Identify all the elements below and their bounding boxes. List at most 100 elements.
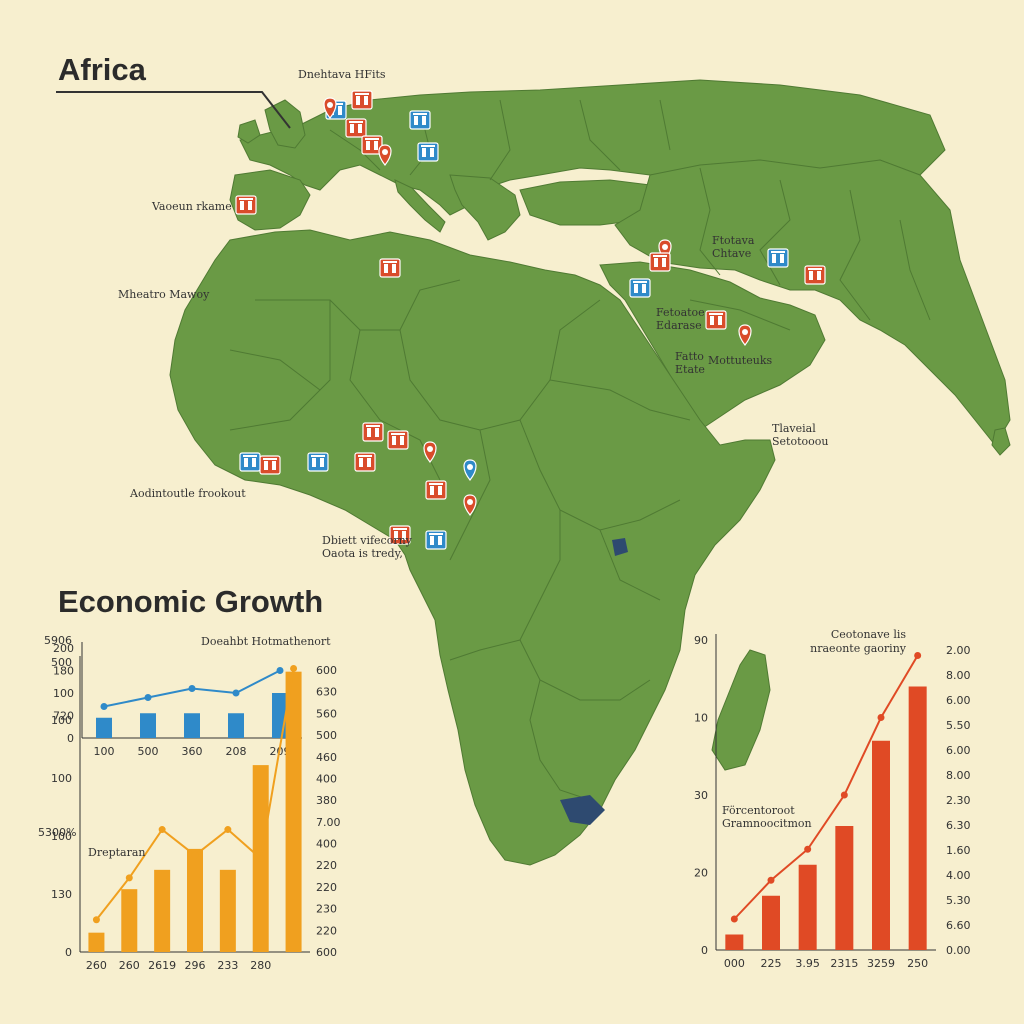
trend-point[interactable] bbox=[730, 915, 738, 923]
y-tick-label: 90 bbox=[694, 634, 708, 647]
label-horn: Tlaveial Setotooou bbox=[772, 422, 829, 448]
bar[interactable] bbox=[154, 869, 171, 952]
bar[interactable] bbox=[96, 717, 112, 738]
y-tick-label: 10 bbox=[694, 712, 708, 725]
x-tick-label: 296 bbox=[185, 959, 206, 970]
y2-tick-label: 400 bbox=[316, 772, 337, 785]
map-marker-m16[interactable] bbox=[705, 310, 727, 330]
y2-tick-label: 7.00 bbox=[316, 816, 341, 829]
label-maghreb: Mheatro Mawoy bbox=[118, 288, 210, 301]
map-marker-m17[interactable] bbox=[738, 324, 752, 346]
bar[interactable] bbox=[908, 686, 927, 951]
label-iberia: Vaoeun rkame bbox=[152, 200, 232, 213]
trend-point[interactable] bbox=[92, 916, 100, 924]
trend-point[interactable] bbox=[290, 664, 298, 672]
map-marker-m4[interactable] bbox=[345, 118, 367, 138]
bar[interactable] bbox=[219, 869, 236, 952]
map-marker-m19[interactable] bbox=[307, 452, 329, 472]
y-tick-label: 500 bbox=[51, 656, 72, 669]
map-marker-m12[interactable] bbox=[649, 252, 671, 272]
label-europe-north: Dnehtava HFits bbox=[298, 68, 386, 81]
bar[interactable] bbox=[798, 864, 817, 950]
map-marker-m21[interactable] bbox=[387, 430, 409, 450]
y-tick-label: 0 bbox=[65, 946, 72, 959]
y2-tick-label: 380 bbox=[316, 794, 337, 807]
map-marker-m20[interactable] bbox=[362, 422, 384, 442]
map-marker-m25[interactable] bbox=[463, 459, 477, 481]
bar[interactable] bbox=[835, 826, 854, 950]
y2-tick-label: 4.00 bbox=[946, 869, 971, 882]
y2-tick-label: 460 bbox=[316, 751, 337, 764]
map-marker-m5[interactable] bbox=[361, 135, 383, 155]
bar[interactable] bbox=[184, 713, 200, 738]
map-marker-m24[interactable] bbox=[354, 452, 376, 472]
bar[interactable] bbox=[285, 671, 302, 952]
map-marker-m22[interactable] bbox=[423, 441, 437, 463]
trend-point[interactable] bbox=[188, 685, 196, 692]
chart-title: Ceotonave lis bbox=[831, 628, 906, 641]
map-marker-m27[interactable] bbox=[463, 494, 477, 516]
trend-point[interactable] bbox=[767, 876, 775, 884]
bar[interactable] bbox=[121, 889, 138, 952]
orange-bar-chart[interactable]: 260 260 2619 296 233 280 0 130 100 100 100 500 600 22… bbox=[30, 650, 360, 970]
map-marker-m1[interactable] bbox=[351, 90, 373, 110]
trend-point[interactable] bbox=[914, 652, 922, 659]
map-marker-m23[interactable] bbox=[239, 452, 261, 472]
y2-tick-label: 600 bbox=[316, 664, 337, 677]
map-marker-m18[interactable] bbox=[259, 455, 281, 475]
map-marker-m15[interactable] bbox=[767, 248, 789, 268]
trend-point[interactable] bbox=[191, 851, 199, 859]
trend-point[interactable] bbox=[840, 791, 848, 799]
map-marker-m28[interactable] bbox=[425, 530, 447, 550]
bar[interactable] bbox=[187, 848, 203, 952]
map-marker-m7[interactable] bbox=[417, 142, 439, 162]
red-bar-chart[interactable]: 000 225 3.95 2315 3259 250 0 20 30 10 90 0.00 6.60 5.… bbox=[686, 628, 986, 988]
x-tick-label: 208 bbox=[226, 745, 247, 758]
trend-point[interactable] bbox=[877, 714, 885, 721]
label-arabia-1: Fetoatoe Edarase bbox=[656, 306, 705, 332]
map-marker-m6[interactable] bbox=[378, 144, 392, 166]
trend-point[interactable] bbox=[100, 703, 108, 710]
trend-point[interactable] bbox=[144, 694, 152, 701]
italy-landmass bbox=[394, 179, 446, 233]
bar[interactable] bbox=[872, 740, 890, 950]
map-marker-m29[interactable] bbox=[389, 525, 411, 545]
y-tick-label: 100 bbox=[51, 830, 72, 843]
y2-tick-label: 6.00 bbox=[946, 694, 971, 707]
map-marker-m10[interactable] bbox=[379, 258, 401, 278]
trend-point[interactable] bbox=[125, 874, 133, 882]
y2-tick-label: 5.50 bbox=[946, 719, 971, 732]
y-tick-label: 0 bbox=[701, 944, 708, 957]
map-marker-m9[interactable] bbox=[409, 110, 431, 130]
bar[interactable] bbox=[762, 895, 780, 950]
bar[interactable] bbox=[228, 713, 244, 738]
southern-lake bbox=[560, 795, 605, 825]
trend-point[interactable] bbox=[276, 667, 284, 674]
map-title: Africa bbox=[58, 52, 146, 87]
map-marker-m14[interactable] bbox=[804, 265, 826, 285]
map-marker-m13[interactable] bbox=[629, 278, 651, 298]
y2-tick-label: 6.00 bbox=[946, 744, 971, 757]
bar[interactable] bbox=[140, 713, 156, 738]
map-marker-m8[interactable] bbox=[235, 195, 257, 215]
balkans-landmass bbox=[449, 174, 521, 241]
x-tick-label: 3.95 bbox=[795, 957, 820, 970]
map-marker-m3[interactable] bbox=[323, 97, 337, 119]
trend-point[interactable] bbox=[257, 855, 265, 863]
y2-tick-label: 8.00 bbox=[946, 769, 971, 782]
trend-point[interactable] bbox=[804, 845, 812, 853]
y2-tick-label: 600 bbox=[316, 946, 337, 959]
trend-point[interactable] bbox=[158, 826, 166, 834]
y2-tick-label: 5.30 bbox=[946, 894, 971, 907]
map-marker-m26[interactable] bbox=[425, 480, 447, 500]
y2-tick-label: 1.60 bbox=[946, 844, 971, 857]
y-tick-label: 100 bbox=[51, 772, 72, 785]
bar[interactable] bbox=[88, 932, 105, 952]
chart-title: Dreptaran bbox=[88, 846, 146, 859]
bar[interactable] bbox=[725, 934, 744, 951]
y-tick-label: 130 bbox=[51, 888, 72, 901]
trend-point[interactable] bbox=[224, 826, 232, 834]
trend-point[interactable] bbox=[232, 689, 240, 697]
